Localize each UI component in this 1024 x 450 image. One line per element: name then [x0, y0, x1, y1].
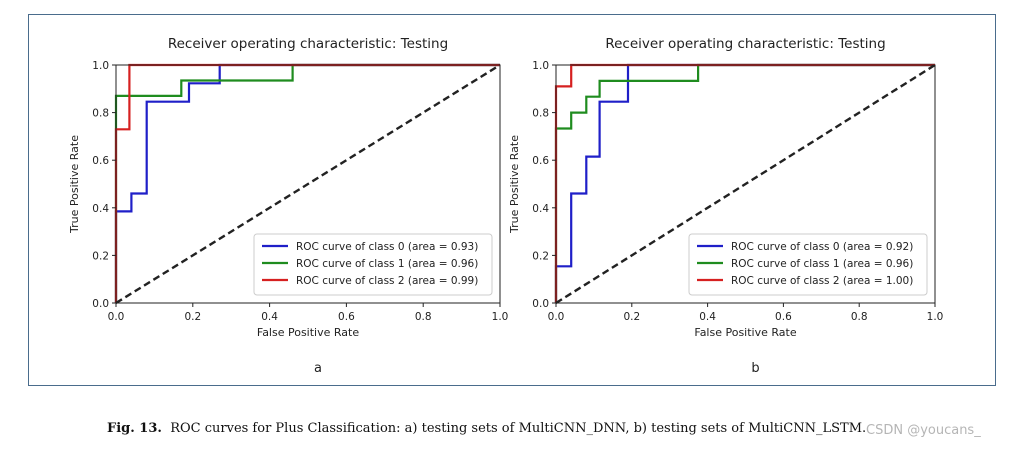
x-tick-label: 0.4: [699, 311, 716, 323]
chart-panel-b: Receiver operating characteristic: Testi…: [508, 36, 943, 376]
roc-curve-class-0: [554, 63, 935, 303]
x-tick-label: 0.6: [338, 311, 355, 323]
legend-entry-class-1: ROC curve of class 1 (area = 0.96): [731, 258, 913, 270]
y-tick-label: 0.6: [532, 155, 549, 167]
chance-diagonal-line: [115, 63, 501, 305]
x-axis-label: False Positive Rate: [257, 326, 359, 339]
x-axis-label: False Positive Rate: [694, 326, 796, 339]
legend-entry-class-0: ROC curve of class 0 (area = 0.92): [731, 241, 913, 253]
x-tick-label: 0.8: [851, 311, 868, 323]
panel-label: b: [751, 361, 759, 376]
y-tick-label: 1.0: [532, 60, 549, 72]
figure-frame: [28, 14, 996, 386]
panel-label: a: [314, 361, 322, 376]
caption-text: ROC curves for Plus Classification: a) t…: [170, 421, 867, 436]
legend: ROC curve of class 0 (area = 0.92) ROC cu…: [688, 233, 928, 296]
legend-box: [688, 233, 928, 296]
plot-frame: [555, 64, 936, 304]
y-tick-label: 0.6: [92, 155, 109, 167]
chart-title: Receiver operating characteristic: Testi…: [605, 36, 885, 52]
x-tick-label: 0.8: [415, 311, 432, 323]
chart-title: Receiver operating characteristic: Testi…: [168, 36, 448, 52]
roc-curve-class-1: [554, 63, 935, 303]
y-axis-label: True Positive Rate: [508, 135, 521, 234]
x-tick-label: 0.2: [184, 311, 201, 323]
y-tick-label: 0.2: [532, 250, 549, 262]
roc-curve-class-0: [114, 63, 500, 303]
watermark: CSDN @youcans_: [866, 423, 981, 438]
plot-frame: [115, 64, 501, 304]
legend: ROC curve of class 0 (area = 0.93) ROC cu…: [253, 233, 493, 296]
y-tick-label: 1.0: [92, 60, 109, 72]
legend-entry-class-2: ROC curve of class 2 (area = 1.00): [731, 275, 913, 287]
chart-panel-a: Receiver operating characteristic: Testi…: [68, 36, 508, 376]
y-tick-label: 0.4: [92, 203, 109, 215]
x-tick-label: 0.4: [261, 311, 278, 323]
y-tick-label: 0.8: [532, 108, 549, 120]
legend-entry-class-0: ROC curve of class 0 (area = 0.93): [296, 241, 478, 253]
figure-caption: Fig. 13. ROC curves for Plus Classificat…: [107, 421, 1007, 436]
y-axis-label: True Positive Rate: [68, 135, 81, 234]
x-tick-label: 0.2: [623, 311, 640, 323]
y-tick-label: 0.4: [532, 203, 549, 215]
y-tick-label: 0.8: [92, 108, 109, 120]
legend-entry-class-1: ROC curve of class 1 (area = 0.96): [296, 258, 478, 270]
legend-box: [253, 233, 493, 296]
y-tick-label: 0.0: [532, 298, 549, 310]
x-tick-label: 1.0: [492, 311, 509, 323]
legend-entry-class-2: ROC curve of class 2 (area = 0.99): [296, 275, 478, 287]
y-tick-label: 0.2: [92, 250, 109, 262]
x-tick-label: 0.0: [548, 311, 565, 323]
x-tick-label: 1.0: [927, 311, 944, 323]
x-tick-label: 0.0: [108, 311, 125, 323]
caption-label: Fig. 13.: [107, 421, 162, 436]
y-tick-label: 0.0: [92, 298, 109, 310]
x-tick-label: 0.6: [775, 311, 792, 323]
chance-diagonal-line: [555, 63, 936, 305]
